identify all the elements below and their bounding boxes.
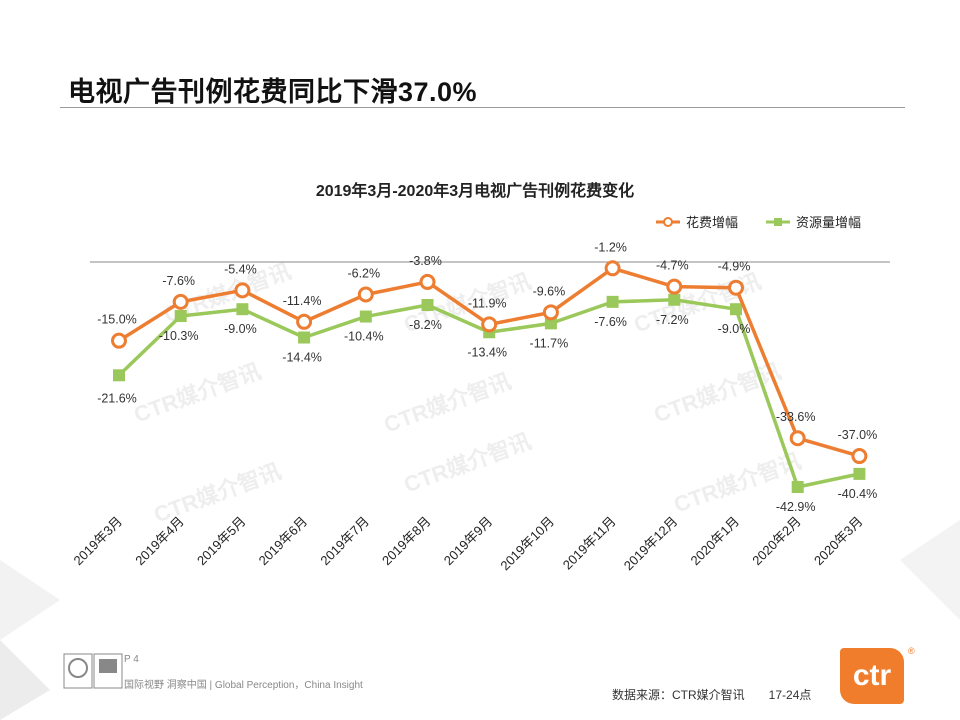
point-orange-8 xyxy=(604,260,621,277)
x-tick-11: 2020年2月 xyxy=(749,514,804,569)
point-orange-12 xyxy=(851,448,868,465)
x-tick-4: 2019年7月 xyxy=(317,514,372,569)
label-green-11: -42.9% xyxy=(776,500,816,514)
label-orange-2: -5.4% xyxy=(224,262,257,276)
label-green-0: -21.6% xyxy=(97,391,137,405)
source-label: 数据来源：CTR媒介智讯 xyxy=(612,688,745,702)
x-tick-10: 2020年1月 xyxy=(688,514,743,569)
watermark-text: CTR媒介智讯 xyxy=(401,428,535,497)
x-tick-12: 2020年3月 xyxy=(811,514,866,569)
x-tick-9: 2019年12月 xyxy=(621,514,681,574)
page-number: P 4 xyxy=(124,654,139,665)
x-tick-8: 2019年11月 xyxy=(560,514,619,573)
point-orange-2 xyxy=(234,282,251,299)
point-orange-3 xyxy=(296,313,313,330)
label-orange-4: -6.2% xyxy=(347,267,380,281)
label-orange-3: -11.4% xyxy=(283,294,322,308)
label-green-9: -7.2% xyxy=(656,313,689,327)
series-layer xyxy=(111,260,868,493)
point-orange-5 xyxy=(419,273,436,290)
watermark-text: CTR媒介智讯 xyxy=(151,458,285,527)
point-orange-11 xyxy=(789,430,806,447)
point-orange-6 xyxy=(481,316,498,333)
label-green-5: -8.2% xyxy=(409,318,442,332)
label-green-12: -40.4% xyxy=(838,487,878,501)
point-orange-10 xyxy=(728,279,744,296)
label-green-1: -10.3% xyxy=(159,329,199,343)
point-green-11 xyxy=(791,480,804,493)
point-orange-0 xyxy=(111,332,127,349)
point-green-2 xyxy=(236,303,249,316)
x-axis-ticks: 2019年3月 2019年4月 2019年5月 2019年6月 2019年7月 2019年… xyxy=(71,514,866,574)
point-orange-1 xyxy=(172,293,189,310)
x-tick-2: 2019年5月 xyxy=(194,514,249,569)
point-orange-7 xyxy=(542,304,559,321)
label-orange-0: -15.0% xyxy=(97,313,137,327)
x-tick-7: 2019年10月 xyxy=(497,514,557,574)
legend-marker-0 xyxy=(663,217,673,227)
point-green-8 xyxy=(606,295,619,308)
point-orange-9 xyxy=(666,278,683,295)
watermark-text: CTR媒介智讯 xyxy=(381,368,515,437)
label-orange-5: -3.8% xyxy=(409,254,442,268)
legend-marker-1 xyxy=(774,218,782,226)
point-green-9 xyxy=(668,293,681,306)
label-green-8: -7.6% xyxy=(594,315,627,329)
page-title: 电视广告刊例花费同比下滑37.0% xyxy=(68,77,478,107)
x-tick-3: 2019年6月 xyxy=(256,514,311,569)
label-orange-9: -4.7% xyxy=(656,259,689,273)
point-orange-4 xyxy=(357,286,374,303)
x-tick-0: 2019年3月 xyxy=(71,514,126,569)
label-orange-8: -1.2% xyxy=(594,240,627,254)
label-green-10: -9.0% xyxy=(718,322,751,336)
brand-logo: ctr xyxy=(840,648,904,704)
title-divider xyxy=(60,107,905,108)
point-green-5 xyxy=(421,299,434,312)
label-green-7: -11.7% xyxy=(530,336,569,350)
label-orange-12: -37.0% xyxy=(838,428,878,442)
footer-tagline: 国际视野 洞察中国 | Global Perception，China Insi… xyxy=(124,680,363,691)
label-orange-6: -11.9% xyxy=(468,296,507,310)
legend: 花费增幅 资源量增幅 xyxy=(656,215,861,230)
brand-registered-mark: ® xyxy=(908,646,915,656)
label-green-3: -14.4% xyxy=(282,351,322,365)
point-green-3 xyxy=(298,331,311,344)
point-green-0 xyxy=(113,369,125,382)
label-orange-7: -9.6% xyxy=(533,284,566,298)
label-green-4: -10.4% xyxy=(344,330,384,344)
data-labels: -15.0% -7.6% -5.4% -11.4% -6.2% -3.8% -11.9% -9… xyxy=(97,240,877,514)
x-tick-6: 2019年9月 xyxy=(441,514,496,569)
point-green-10 xyxy=(730,303,742,316)
label-green-2: -9.0% xyxy=(224,322,257,336)
watermark-text: CTR媒介智讯 xyxy=(131,358,265,427)
data-source: 数据来源：CTR媒介智讯 17-24点 xyxy=(612,686,811,703)
chart-title: 2019年3月-2020年3月电视广告刊例花费变化 xyxy=(316,181,634,200)
source-time: 17-24点 xyxy=(768,688,812,702)
legend-label-0: 花费增幅 xyxy=(686,215,738,230)
point-green-4 xyxy=(359,310,372,323)
point-green-12 xyxy=(853,467,866,480)
label-orange-11: -33.6% xyxy=(776,410,816,424)
point-green-1 xyxy=(174,310,187,323)
label-orange-10: -4.9% xyxy=(718,260,751,274)
legend-label-1: 资源量增幅 xyxy=(796,215,861,230)
label-orange-1: -7.6% xyxy=(162,274,195,288)
label-green-6: -13.4% xyxy=(467,345,507,359)
point-green-7 xyxy=(544,317,557,330)
x-tick-5: 2019年8月 xyxy=(379,514,434,569)
certification-logos xyxy=(63,653,123,689)
